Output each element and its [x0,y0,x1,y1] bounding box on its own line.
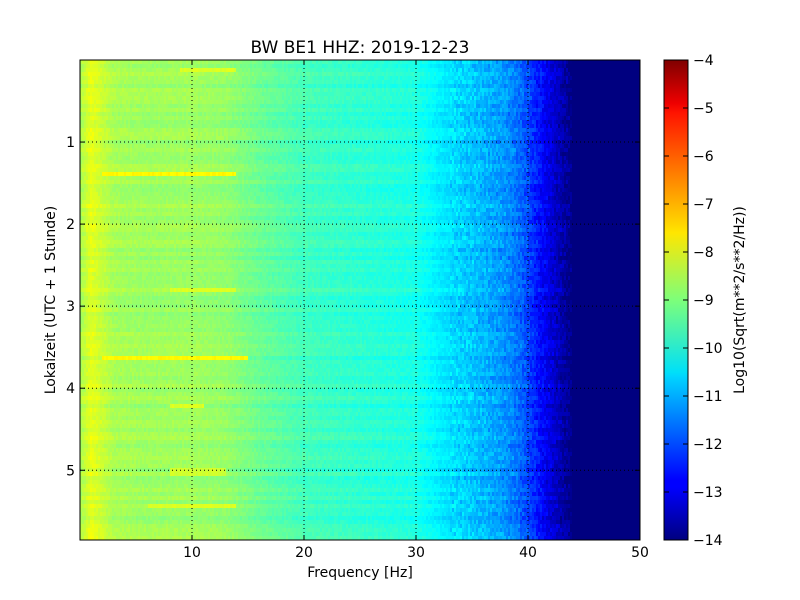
grid-lines [80,60,640,540]
colorbar-tick-label: −6 [693,149,714,165]
colorbar-label: Log10(Sqrt(m**2/s**2/Hz)) [732,206,748,394]
y-tick-label: 3 [66,299,75,315]
x-tick-label: 10 [183,545,201,561]
colorbar-tick-label: −5 [693,101,714,117]
colorbar-tick-label: −9 [693,293,714,309]
plot-frame [79,59,641,541]
colorbar-tick-label: −14 [693,533,723,549]
colorbar-tick-label: −10 [693,341,723,357]
x-tick-label: 30 [407,545,425,561]
y-tick-label: 4 [66,381,75,397]
colorbar-tick-label: −13 [693,485,723,501]
chart-title: BW BE1 HHZ: 2019-12-23 [250,38,469,58]
colorbar-tick-label: −11 [693,389,723,405]
y-axis-label: Lokalzeit (UTC + 1 Stunde) [43,206,59,395]
y-tick-label: 1 [66,135,75,151]
spectrogram-heatmap [80,60,640,540]
colorbar-tick-label: −12 [693,437,723,453]
y-axis-ticks: 1 2 3 4 5 [66,135,640,479]
colorbar-ticks: −4 −5 −6 −7 −8 −9 −10 −11 −12 −13 −14 [664,53,723,549]
y-tick-label: 2 [66,217,75,233]
x-axis-ticks: 10 20 30 40 50 [183,60,649,561]
y-tick-label: 5 [66,463,75,479]
colorbar-tick-label: −8 [693,245,714,261]
x-tick-label: 20 [295,545,313,561]
x-tick-label: 40 [519,545,537,561]
colorbar-tick-label: −4 [693,53,714,69]
x-tick-label: 50 [631,545,649,561]
x-axis-label: Frequency [Hz] [307,565,413,581]
colorbar-tick-label: −7 [693,197,714,213]
